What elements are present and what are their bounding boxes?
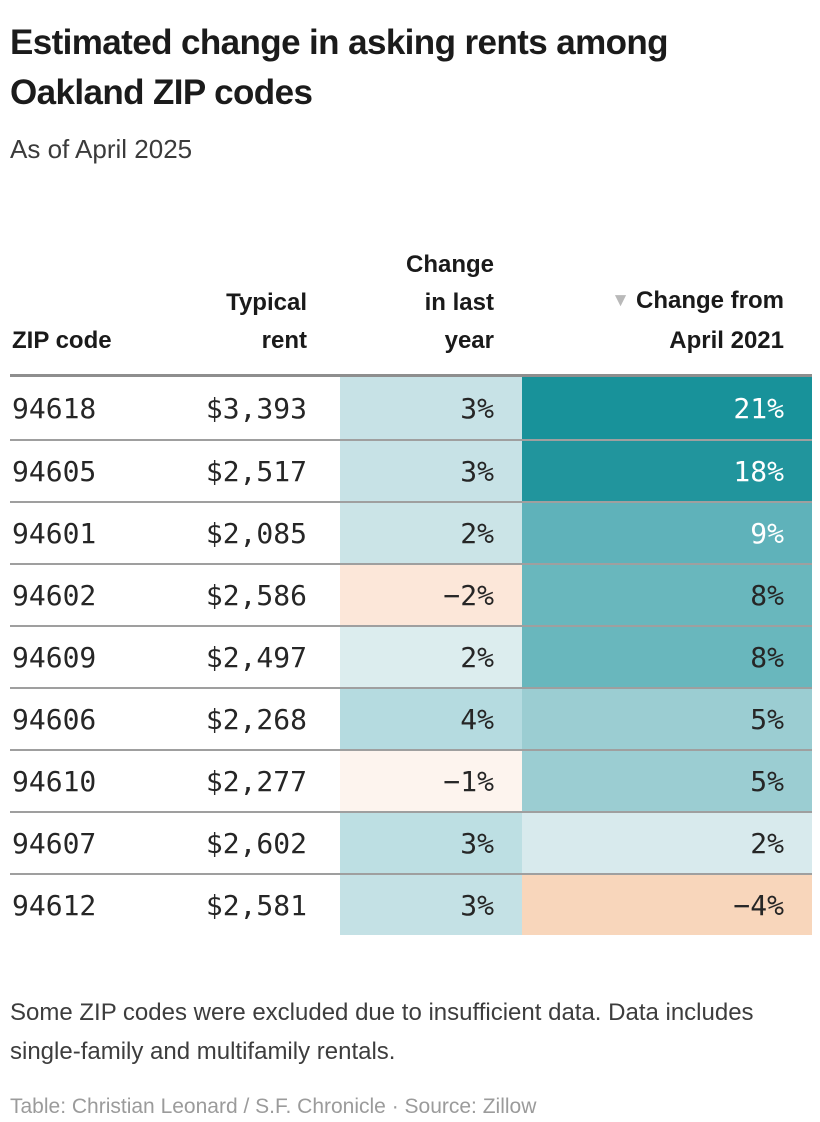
zip-cell: 94612	[10, 873, 160, 935]
change-from-2021-cell: 2%	[522, 811, 812, 873]
change-from-2021-cell: −4%	[522, 873, 812, 935]
change-from-2021-cell: 18%	[522, 439, 812, 501]
column-header-change-from-april-2021-label: ▼ Change from April 2021	[579, 282, 784, 360]
change-from-2021-cell: 5%	[522, 687, 812, 749]
zip-cell: 94605	[10, 439, 160, 501]
column-header-change-last-year-label: Change in last year	[405, 251, 494, 354]
table-row: 94606 $2,268 4% 5%	[10, 687, 812, 749]
change-last-year-cell: 3%	[340, 439, 522, 501]
change-last-year-cell: 3%	[340, 873, 522, 935]
column-header-change-from-april-2021[interactable]: ▼ Change from April 2021	[522, 282, 812, 360]
change-from-2021-cell: 5%	[522, 749, 812, 811]
column-header-zip-label: ZIP code	[12, 327, 112, 354]
column-header-change-from-april-2021-text: Change from April 2021	[635, 287, 784, 354]
rent-cell: $2,602	[160, 811, 340, 873]
zip-cell: 94607	[10, 811, 160, 873]
column-header-typical-rent[interactable]: Typical rent	[160, 284, 340, 360]
table-body: 94618 $3,393 3% 21% 94605 $2,517 3% 18% …	[10, 377, 812, 935]
table-row: 94601 $2,085 2% 9%	[10, 501, 812, 563]
rent-cell: $2,517	[160, 439, 340, 501]
change-last-year-cell: 3%	[340, 377, 522, 439]
table-row: 94612 $2,581 3% −4%	[10, 873, 812, 935]
change-last-year-cell: −1%	[340, 749, 522, 811]
change-from-2021-cell: 8%	[522, 563, 812, 625]
page-title: Estimated change in asking rents among O…	[10, 23, 669, 112]
change-last-year-cell: 2%	[340, 625, 522, 687]
change-from-2021-cell: 9%	[522, 501, 812, 563]
column-header-change-last-year[interactable]: Change in last year	[340, 246, 522, 360]
rent-cell: $2,085	[160, 501, 340, 563]
table-row: 94609 $2,497 2% 8%	[10, 625, 812, 687]
table-header-row: ZIP code Typical rent Change in last yea…	[10, 246, 812, 377]
table-row: 94602 $2,586 −2% 8%	[10, 563, 812, 625]
change-from-2021-cell: 8%	[522, 625, 812, 687]
table-row: 94605 $2,517 3% 18%	[10, 439, 812, 501]
zip-cell: 94601	[10, 501, 160, 563]
rent-cell: $2,277	[160, 749, 340, 811]
rent-cell: $2,497	[160, 625, 340, 687]
change-last-year-cell: 2%	[340, 501, 522, 563]
rent-cell: $3,393	[205, 391, 307, 425]
table-row: 94610 $2,277 −1% 5%	[10, 749, 812, 811]
change-last-year-cell: −2%	[340, 563, 522, 625]
rent-cell: $2,581	[160, 873, 340, 935]
subtitle: As of April 2025	[10, 134, 193, 164]
zip-cell: 94602	[10, 563, 160, 625]
table-row: 94618 $3,393 3% 21%	[10, 377, 812, 439]
change-last-year-cell: 4%	[340, 687, 522, 749]
zip-cell: 94606	[10, 687, 160, 749]
change-from-2021-cell: 21%	[522, 377, 812, 439]
footnote: Some ZIP codes were excluded due to insu…	[10, 999, 754, 1065]
column-header-typical-rent-label: Typical rent	[226, 289, 307, 354]
table-row: 94607 $2,602 3% 2%	[10, 811, 812, 873]
rent-cell: $2,586	[160, 563, 340, 625]
change-last-year-cell: 3%	[340, 811, 522, 873]
sort-descending-icon: ▼	[611, 290, 630, 311]
rent-cell: $2,268	[160, 687, 340, 749]
credit-line: Table: Christian Leonard / S.F. Chronicl…	[10, 1095, 537, 1118]
zip-cell: 94609	[10, 625, 160, 687]
zip-cell: 94610	[10, 749, 160, 811]
column-header-zip[interactable]: ZIP code	[10, 322, 160, 360]
zip-cell: 94618	[12, 391, 97, 425]
